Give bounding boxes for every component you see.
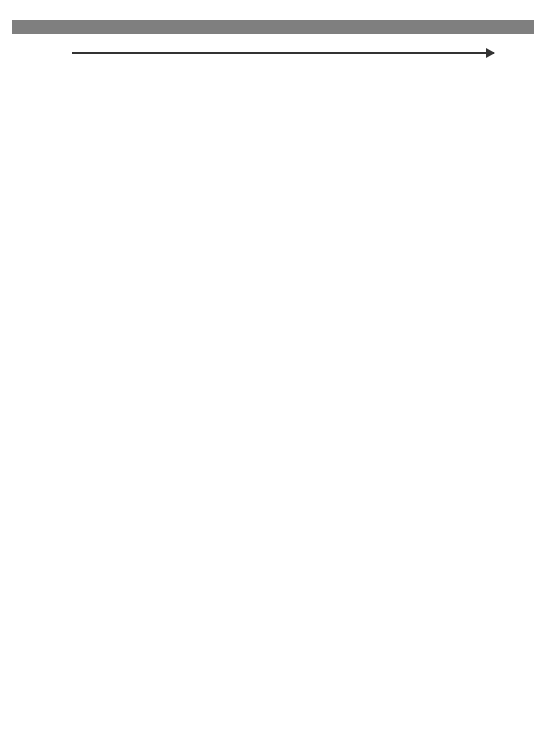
table-header-solutions xyxy=(13,21,274,34)
table-header-ph xyxy=(273,21,534,34)
ph-arrangement xyxy=(12,48,534,54)
ph-table xyxy=(12,20,534,34)
arrow-line xyxy=(72,52,494,54)
